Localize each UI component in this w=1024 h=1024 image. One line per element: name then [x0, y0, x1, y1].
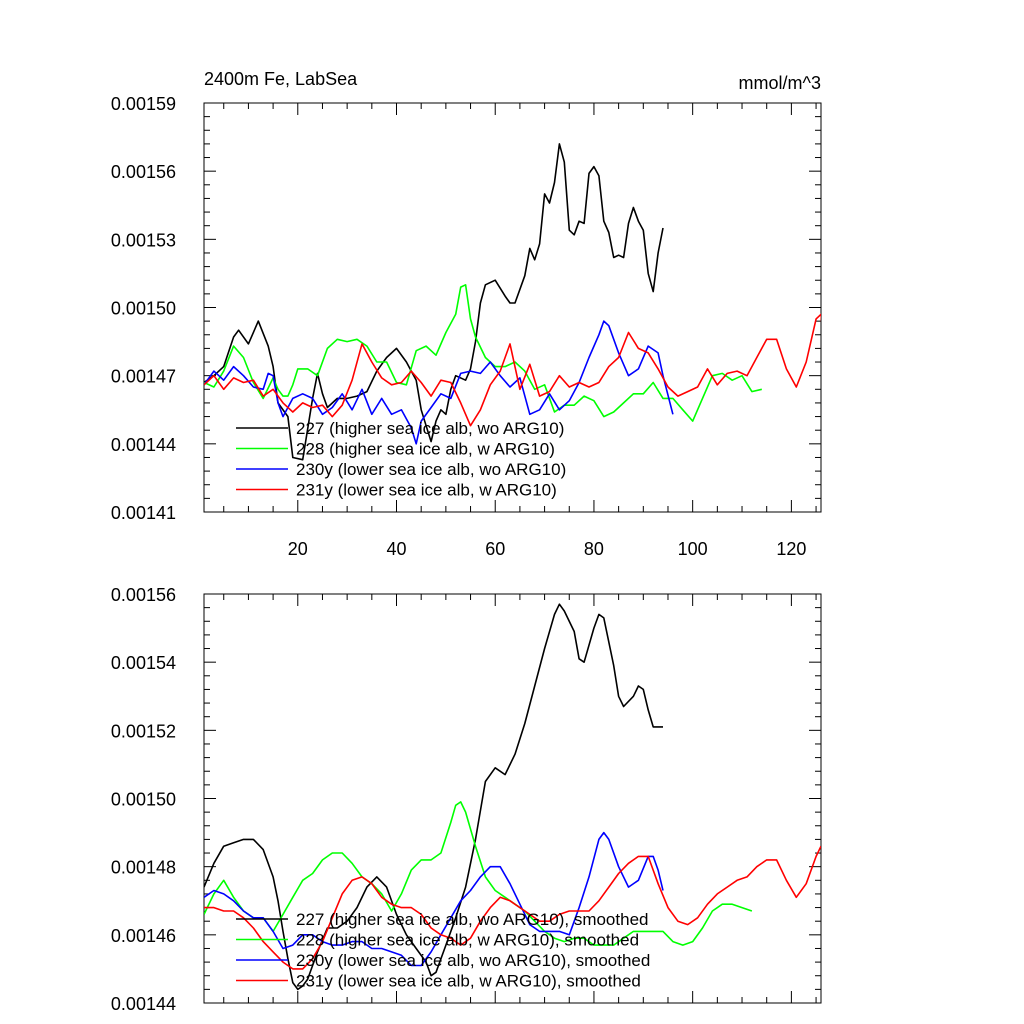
series-line-0	[204, 143, 664, 461]
series-line-1	[204, 284, 762, 422]
series-line-3	[204, 845, 821, 970]
series-line-1	[204, 801, 753, 946]
panel-top-chart: 2400m Fe, LabSea mmol/m^3 0.00141 0.00144…	[111, 69, 822, 559]
y-tick-label: 0.00156	[111, 162, 176, 182]
series-line-2	[204, 831, 664, 967]
y-tick-label: 0.00147	[111, 367, 176, 387]
y-tick-label: 0.00150	[111, 299, 176, 319]
legend-label-2: 230y (lower sea ice alb, wo ARG10), smoo…	[296, 951, 650, 970]
panel-bottom-chart: 0.00144 0.00146 0.00148 0.00150 0.00152 0.001…	[111, 585, 822, 1014]
x-tick-label: 120	[776, 539, 806, 559]
x-tick-label: 60	[485, 539, 505, 559]
legend-label-0: 227 (higher sea ice alb, wo ARG10)	[296, 419, 564, 438]
x-tick-label: 80	[584, 539, 604, 559]
y-tick-label: 0.00153	[111, 230, 176, 250]
legend-label-1: 228 (higher sea ice alb, w ARG10)	[296, 440, 555, 459]
legend-label-3: 231y (lower sea ice alb, w ARG10)	[296, 481, 557, 500]
chart-title: 2400m Fe, LabSea	[204, 69, 358, 89]
legend-label-2: 230y (lower sea ice alb, wo ARG10)	[296, 460, 566, 479]
y-tick-label: 0.00152	[111, 721, 176, 741]
y-tick-label: 0.00141	[111, 503, 176, 523]
y-tick-label: 0.00144	[111, 994, 176, 1014]
y-tick-label: 0.00146	[111, 926, 176, 946]
y-tick-label: 0.00144	[111, 435, 176, 455]
y-tick-label: 0.00150	[111, 790, 176, 810]
y-tick-label: 0.00156	[111, 585, 176, 605]
y-tick-label: 0.00148	[111, 858, 176, 878]
x-tick-label: 20	[288, 539, 308, 559]
series-line-3	[204, 313, 821, 427]
x-tick-label: 100	[678, 539, 708, 559]
y-tick-label: 0.00154	[111, 653, 176, 673]
legend-label-1: 228 (higher sea ice alb, w ARG10), smoot…	[296, 931, 639, 950]
y-tick-label: 0.00159	[111, 94, 176, 114]
chart-units: mmol/m^3	[739, 73, 821, 93]
legend-label-0: 227 (higher sea ice alb, wo ARG10), smoo…	[296, 910, 648, 929]
legend-label-3: 231y (lower sea ice alb, w ARG10), smoot…	[296, 972, 641, 991]
x-tick-label: 40	[386, 539, 406, 559]
series-line-0	[204, 603, 663, 991]
